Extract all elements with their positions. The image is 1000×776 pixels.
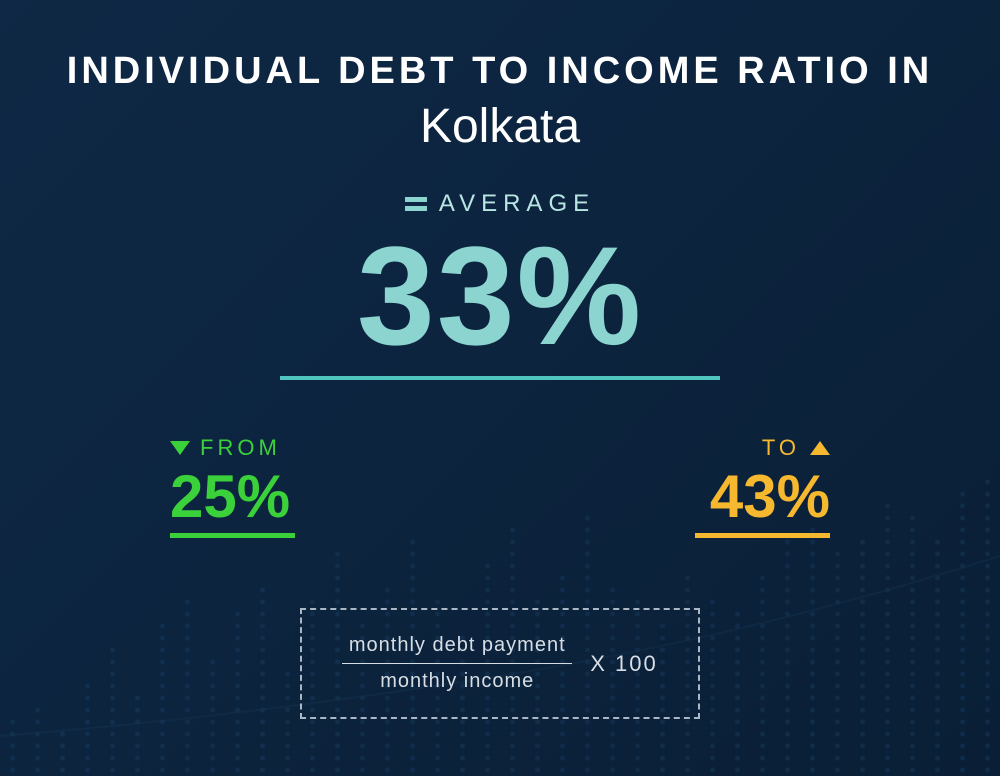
arrow-down-icon	[170, 441, 190, 455]
average-block: AVERAGE 33%	[50, 189, 950, 380]
average-value: 33%	[50, 226, 950, 366]
title-line-2: Kolkata	[50, 99, 950, 154]
range-to-value: 43%	[695, 467, 830, 527]
range-from: FROM 25%	[170, 435, 295, 538]
range-to-label: TO	[762, 435, 800, 461]
range-from-value: 25%	[170, 467, 295, 527]
formula-numerator: monthly debt payment	[349, 628, 566, 663]
formula-box: monthly debt payment monthly income X 10…	[300, 608, 700, 719]
range-from-label: FROM	[200, 435, 281, 461]
formula-multiplier: X 100	[590, 651, 658, 677]
range-to: TO 43%	[695, 435, 830, 538]
equals-icon	[405, 197, 427, 211]
formula-denominator: monthly income	[380, 664, 534, 699]
title-line-1: INDIVIDUAL DEBT TO INCOME RATIO IN	[50, 50, 950, 93]
arrow-up-icon	[810, 441, 830, 455]
average-label: AVERAGE	[439, 190, 595, 218]
average-underline	[280, 376, 720, 380]
range-from-underline	[170, 533, 295, 538]
range-to-underline	[695, 533, 830, 538]
